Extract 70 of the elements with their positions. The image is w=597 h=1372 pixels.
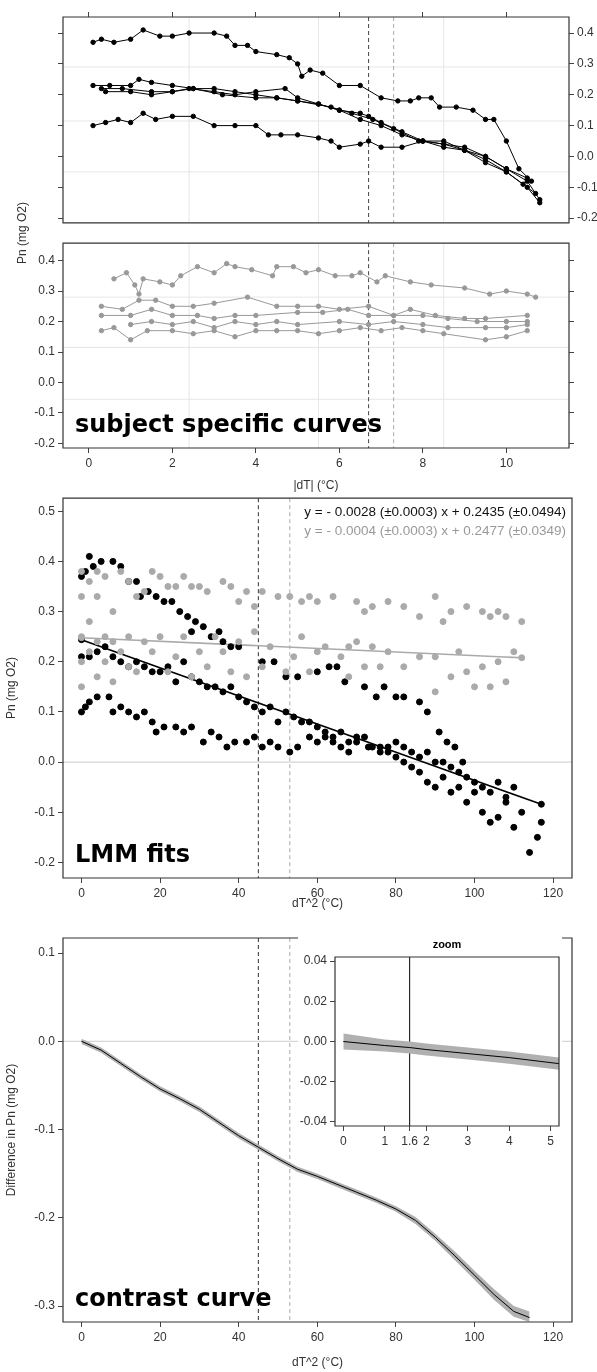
- x-axis-title: dT^2 (°C): [291, 1355, 344, 1370]
- y-tick-label: 0.1: [38, 704, 56, 719]
- y-tick-label: 0.0: [38, 374, 56, 389]
- x-tick-label: 1.6: [401, 1133, 419, 1148]
- x-tick-label: 40: [232, 885, 246, 900]
- y-tick-label: 0.3: [38, 283, 56, 298]
- x-tick-label: 80: [389, 1329, 403, 1344]
- annotation: y = - 0.0004 (±0.0003) x + 0.2477 (±0.0349): [304, 523, 566, 539]
- y-tick-label: 0.2: [38, 654, 56, 669]
- y-tick-label: 0.0: [577, 148, 595, 163]
- y-tick-label: 0.4: [577, 25, 595, 40]
- y-tick-label: 0.0: [38, 754, 56, 769]
- y-tick-label: -0.2: [34, 1210, 56, 1225]
- x-tick-label: 80: [389, 885, 403, 900]
- text: subject specific curves: [75, 410, 383, 438]
- y-tick-label: 0.3: [577, 56, 595, 71]
- y-tick-label: 0.02: [303, 993, 328, 1008]
- y-tick-label: 0.04: [303, 953, 328, 968]
- y-tick-label: -0.04: [299, 1114, 328, 1129]
- y-tick-label: 0.0: [38, 1033, 56, 1048]
- y-tick-label: 0.4: [38, 553, 56, 568]
- x-tick-label: 100: [464, 1329, 485, 1344]
- y-tick-label: -0.3: [34, 1298, 56, 1313]
- y-tick-label: -0.2: [34, 854, 56, 869]
- y-tick-label: -0.1: [34, 804, 56, 819]
- x-tick-label: 120: [543, 1329, 564, 1344]
- y-tick-label: -0.1: [34, 405, 56, 420]
- y-tick-label: -0.02: [299, 1074, 328, 1089]
- x-tick-label: 8: [419, 455, 427, 470]
- x-tick-label: 0: [339, 1133, 347, 1148]
- y-tick-label: 0.3: [38, 603, 56, 618]
- x-tick-label: 2: [422, 1133, 430, 1148]
- y-tick-label: 0.4: [38, 252, 56, 267]
- chart-title: zoom: [432, 938, 462, 950]
- x-tick-label: 0: [78, 1329, 86, 1344]
- y-tick-label: 0.2: [38, 313, 56, 328]
- x-tick-label: 120: [543, 885, 564, 900]
- y-tick-label: 0.2: [577, 87, 595, 102]
- y-axis-title: Pn (mg O2): [3, 657, 18, 720]
- y-tick-label: 0.1: [38, 344, 56, 359]
- x-tick-label: 3: [464, 1133, 472, 1148]
- y-tick-label: 0.5: [38, 503, 56, 518]
- x-tick-label: 20: [153, 885, 168, 900]
- x-tick-label: 20: [153, 1329, 168, 1344]
- y-tick-label: 0.00: [303, 1033, 328, 1048]
- x-tick-label: 10: [499, 455, 514, 470]
- x-tick-label: 60: [310, 1329, 325, 1344]
- x-tick-label: 5: [547, 1133, 555, 1148]
- y-axis-title: Difference in Pn (mg O2): [3, 1063, 18, 1197]
- x-tick-label: 100: [464, 885, 485, 900]
- x-tick-label: 0: [78, 885, 86, 900]
- y-tick-label: -0.2: [577, 210, 597, 225]
- y-tick-label: -0.1: [34, 1121, 56, 1136]
- y-axis-title: Pn (mg O2): [15, 201, 29, 265]
- x-tick-label: 4: [505, 1133, 513, 1148]
- y-tick-label: 0.1: [577, 117, 595, 132]
- x-axis-title: dT^2 (°C): [291, 896, 344, 911]
- text: LMM fits: [75, 840, 190, 868]
- x-axis-title: |dT| (°C): [293, 478, 339, 493]
- x-tick-label: 6: [336, 455, 344, 470]
- x-tick-label: 1: [381, 1133, 389, 1148]
- y-tick-label: -0.1: [577, 179, 597, 194]
- x-tick-label: 4: [252, 455, 260, 470]
- annotation: y = - 0.0028 (±0.0003) x + 0.2435 (±0.0494): [304, 504, 566, 520]
- y-tick-label: 0.1: [38, 945, 56, 960]
- text: contrast curve: [75, 1284, 272, 1312]
- y-tick-label: -0.2: [34, 435, 56, 450]
- x-tick-label: 40: [232, 1329, 246, 1344]
- x-tick-label: 2: [169, 455, 177, 470]
- x-tick-label: 0: [85, 455, 93, 470]
